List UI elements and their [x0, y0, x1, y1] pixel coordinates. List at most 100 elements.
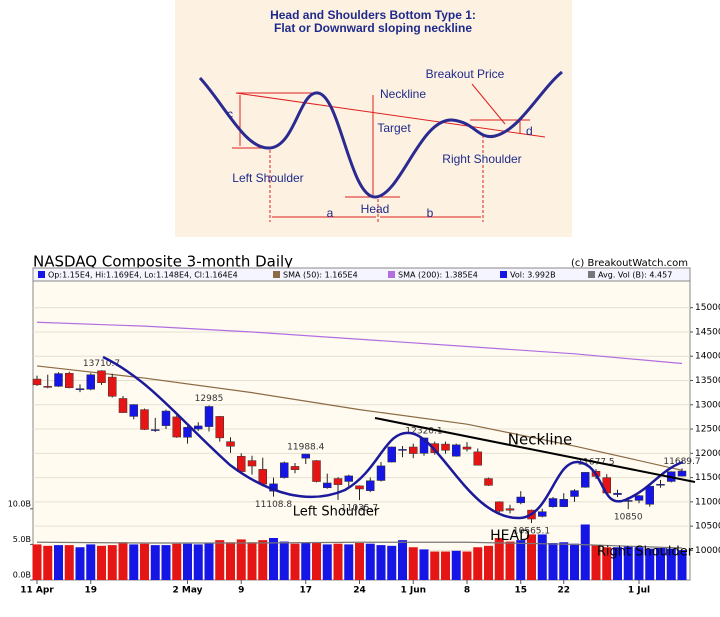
y2-tick-label: 5.0B: [13, 535, 31, 544]
legend-label: SMA (50): 1.165E4: [283, 271, 358, 280]
candle-body: [355, 485, 364, 490]
volume-bar: [623, 546, 633, 580]
y-tick-label: 11000: [695, 497, 720, 507]
diagram-label: Left Shoulder: [232, 171, 303, 185]
volume-bar: [193, 544, 203, 580]
candle-body: [505, 508, 515, 511]
volume-bar: [54, 545, 63, 580]
candle-body: [344, 475, 353, 482]
candle-body: [570, 490, 579, 497]
candle-body: [32, 378, 42, 386]
candle-body: [452, 444, 461, 457]
volume-bar: [355, 542, 364, 580]
legend-swatch: [38, 271, 45, 278]
volume-bar: [602, 547, 612, 580]
volume-bar: [86, 544, 96, 580]
neckline: [374, 417, 696, 483]
annotation: Left Shoulder: [293, 505, 380, 520]
candle-body: [194, 425, 203, 430]
volume-bar: [290, 543, 300, 580]
diagram-label: Breakout Price: [426, 67, 505, 81]
x-tick-label: 8: [464, 586, 470, 596]
annotation: HEAD: [490, 528, 530, 544]
candle-body: [140, 409, 149, 430]
candle-body: [301, 453, 310, 459]
volume-bar: [75, 547, 85, 580]
pivot-label: 10565.1: [513, 526, 550, 536]
volume-bar: [527, 534, 536, 580]
pivot-label: 11988.4: [287, 442, 324, 452]
candle-body: [54, 373, 63, 387]
diagram-title: Head and Shoulders Bottom Type 1:: [270, 8, 476, 22]
candle-body: [495, 501, 504, 512]
diagram-curve: [198, 70, 563, 199]
diagram-lines: [232, 83, 546, 222]
candle-body: [538, 511, 547, 517]
diagram-label: Right Shoulder: [442, 152, 521, 166]
line: [36, 541, 683, 549]
volume-bar: [140, 543, 149, 580]
candle-body: [645, 485, 654, 505]
y2-tick-label: 10.0B: [8, 499, 31, 508]
diagram-label: a: [327, 206, 334, 220]
volume-bar: [215, 540, 225, 580]
volume-bar: [505, 541, 515, 580]
candle-body: [398, 449, 407, 451]
volume-bar: [613, 547, 622, 580]
x-tick-label: 1 Jul: [628, 586, 650, 596]
volume-bar: [473, 547, 483, 580]
pivot-label: 11108.8: [255, 500, 292, 510]
y-tick-label: 10500: [695, 522, 720, 532]
candle-body: [581, 472, 590, 488]
volume-bar: [398, 540, 407, 580]
candle-body: [323, 482, 332, 489]
volume-bar: [419, 549, 429, 580]
candle-body: [237, 455, 246, 472]
volume-bar: [430, 551, 440, 580]
candle-body: [247, 460, 257, 467]
legend-swatch: [588, 271, 595, 278]
candle-body: [484, 478, 493, 486]
volume-bar: [634, 547, 644, 580]
volume-bar: [365, 543, 375, 580]
legend-swatch: [273, 271, 280, 278]
y-tick-label: 14000: [695, 352, 720, 362]
volume-bar: [43, 545, 53, 580]
candle-body: [129, 404, 138, 417]
pivot-label: 11035.7: [341, 504, 378, 514]
volume-bar: [172, 543, 182, 580]
volume-bar: [462, 551, 472, 580]
volume-bar: [183, 543, 192, 580]
y-tick-label: 12500: [695, 425, 720, 435]
pivot-label: 12320.1: [405, 426, 442, 436]
candle-body: [387, 446, 396, 463]
volume-bar: [226, 542, 235, 580]
candle-body: [183, 427, 192, 438]
volume-bar: [580, 524, 590, 580]
legend-label: SMA (200): 1.385E4: [398, 271, 478, 280]
volume-bar: [666, 548, 676, 580]
diagram-label: Neckline: [380, 87, 426, 101]
candle-body: [634, 495, 644, 501]
volume-bar: [591, 545, 601, 580]
volume-bar: [537, 534, 547, 580]
volume-bar: [258, 540, 268, 580]
volume-bar: [441, 551, 450, 580]
candle-body: [333, 478, 343, 485]
volume-bar: [656, 547, 665, 580]
volume-bar: [107, 545, 117, 580]
pivot-label: 10850: [614, 513, 643, 523]
candle-body: [215, 416, 224, 439]
diagram-label: d: [526, 124, 533, 138]
volume-bar: [387, 545, 397, 580]
candle-body: [75, 388, 85, 390]
y-tick-label: 13000: [695, 400, 720, 410]
line: [36, 321, 683, 365]
volume-bar: [279, 541, 289, 580]
annotation: Right Shoulder: [597, 545, 694, 560]
volume-bar: [677, 550, 687, 580]
legend-label: Vol: 3.992B: [510, 271, 556, 280]
line: [36, 365, 683, 471]
y-tick-label: 11500: [695, 473, 720, 483]
